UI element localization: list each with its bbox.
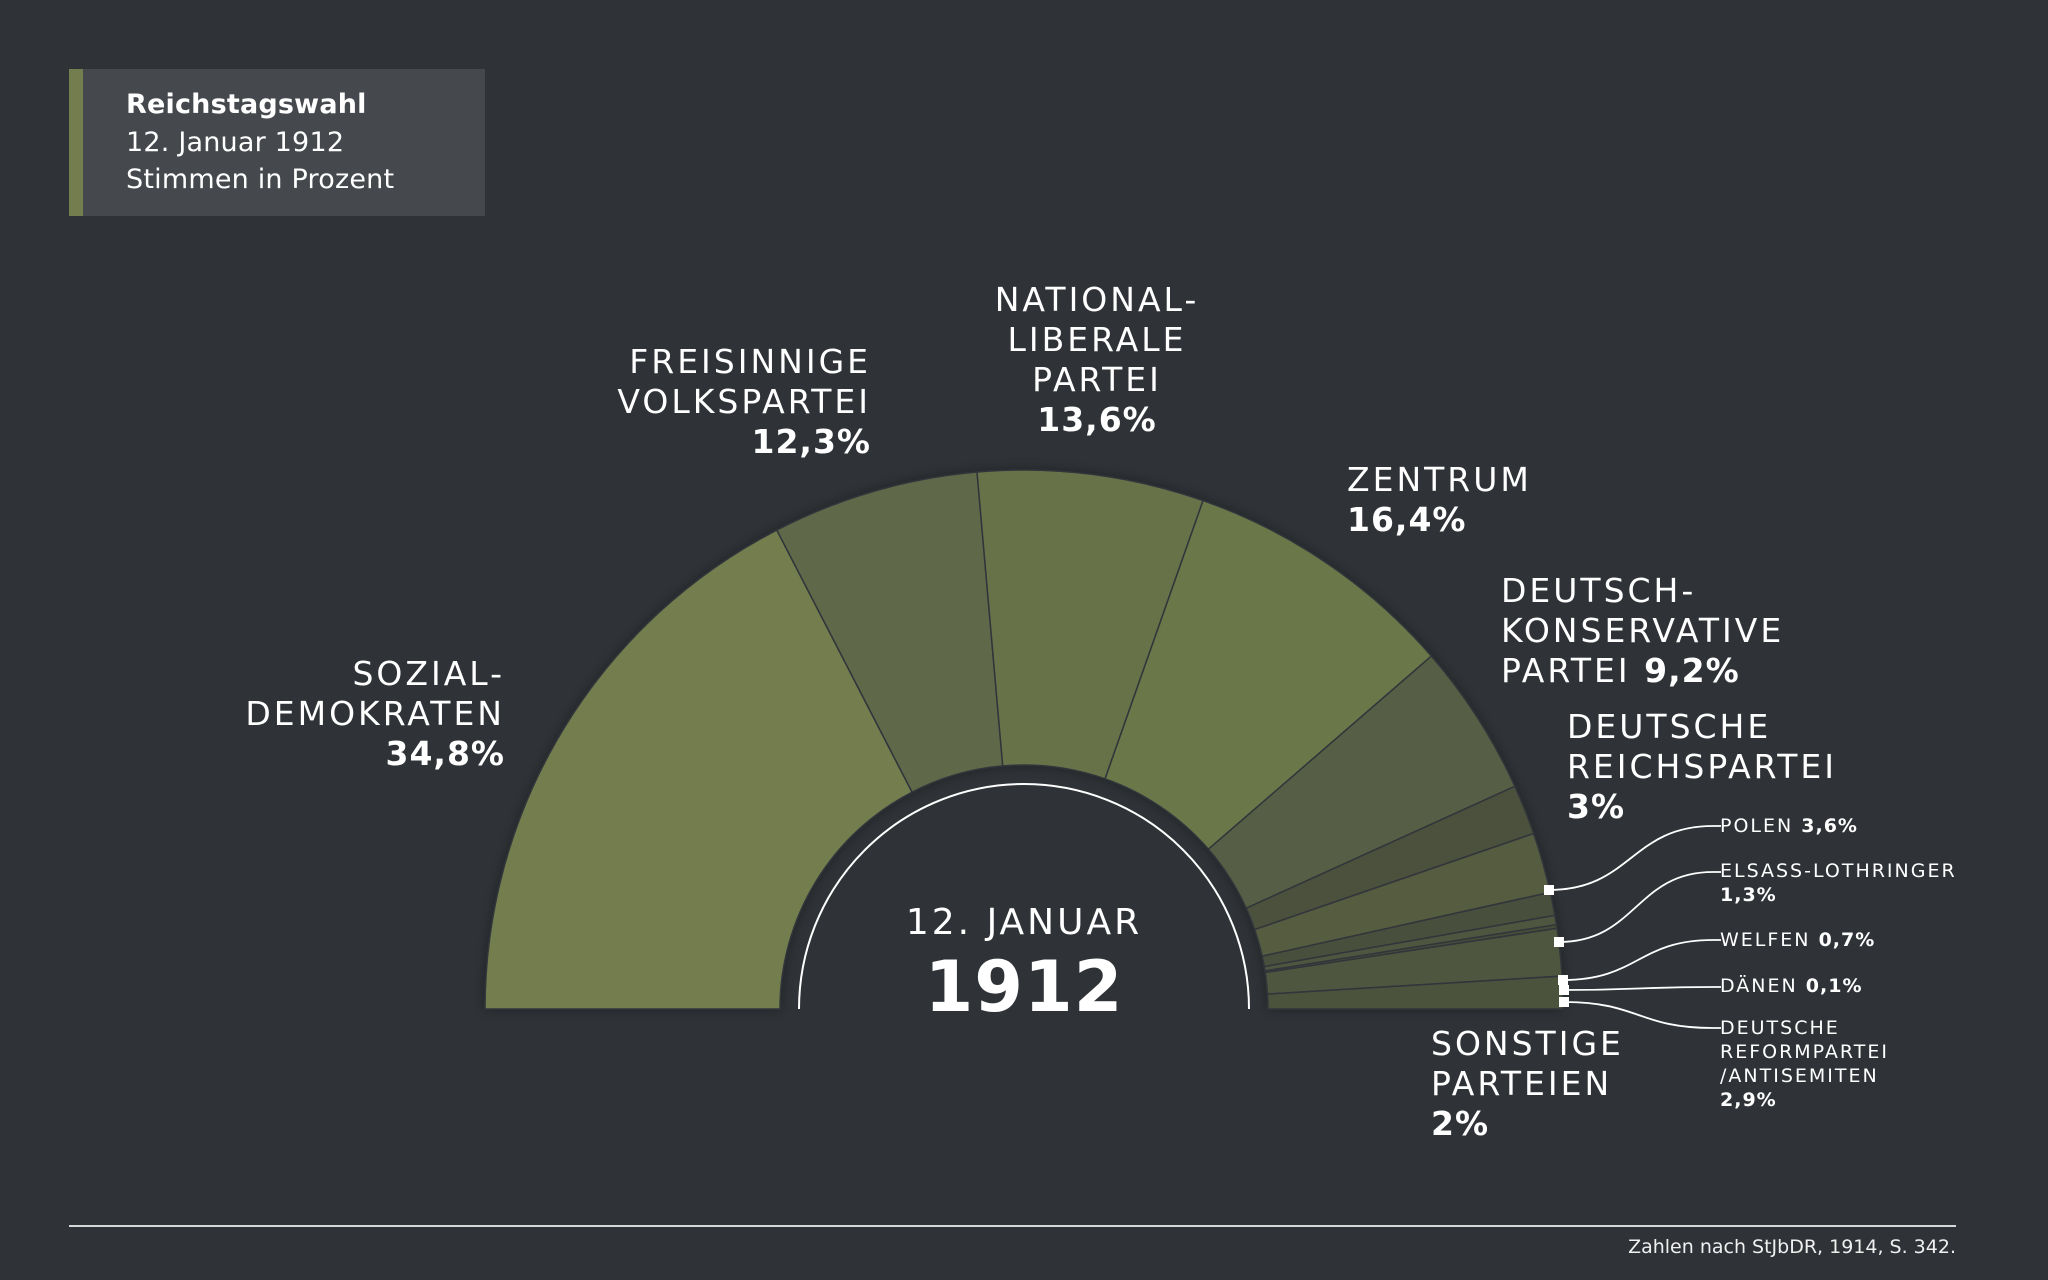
chart-date: 12. Januar 1912 (126, 127, 345, 158)
marker-square-icon (1544, 885, 1554, 895)
label-sonstige: SONSTIGE PARTEIEN 2% (1431, 1024, 1624, 1143)
label-zentrum: ZENTRUM 16,4% (1347, 460, 1532, 539)
center-year-label: 1912 (924, 946, 1124, 1028)
label-freisinnige: FREISINNIGE VOLKSPARTEI 12,3% (617, 342, 871, 461)
label-sozialdemokraten: SOZIAL- DEMOKRATEN 34,8% (245, 654, 505, 773)
connector-daenen (1563, 986, 1721, 991)
connector-polen (1548, 825, 1721, 891)
chart-title: Reichstagswahl (126, 89, 367, 120)
chart-subtitle: Stimmen in Prozent (126, 164, 395, 195)
label-welfen: WELFEN 0,7% (1720, 929, 1876, 951)
chart-slices (484, 469, 1564, 1010)
slice-zentrum (1104, 499, 1433, 851)
label-elsass-lothringer: ELSASS-LOTHRINGER 1,3% (1720, 860, 1957, 906)
label-nationalliberale: NATIONAL- LIBERALE PARTEI 13,6% (994, 280, 1200, 439)
center-date-label: 12. JANUAR (905, 902, 1143, 943)
chart-title-box: Reichstagswahl 12. Januar 1912 Stimmen i… (69, 69, 485, 216)
connector-welfen (1562, 939, 1721, 981)
callout-connectors (1544, 825, 1721, 1029)
slice-sozialdemokraten (484, 529, 914, 1010)
source-note: Zahlen nach StJbDR, 1914, S. 342. (1628, 1236, 1956, 1258)
footer-divider (69, 1225, 1956, 1227)
label-reichspartei: DEUTSCHE REICHSPARTEI 3% (1567, 707, 1837, 826)
label-reformpartei: DEUTSCHE REFORMPARTEI /ANTISEMITEN 2,9% (1720, 1017, 1889, 1111)
connector-reformpartei (1563, 1001, 1721, 1029)
label-daenen: DÄNEN 0,1% (1720, 975, 1863, 997)
marker-square-icon (1559, 985, 1569, 995)
label-deutschkonservative: DEUTSCH- KONSERVATIVE PARTEI 9,2% (1501, 571, 1785, 690)
connector-elsass (1558, 871, 1721, 943)
marker-square-icon (1559, 997, 1569, 1007)
inner-white-arc (798, 783, 1250, 1010)
marker-square-icon (1558, 975, 1568, 985)
label-polen: POLEN 3,6% (1720, 815, 1858, 837)
title-accent-bar (69, 69, 83, 216)
marker-square-icon (1554, 937, 1564, 947)
